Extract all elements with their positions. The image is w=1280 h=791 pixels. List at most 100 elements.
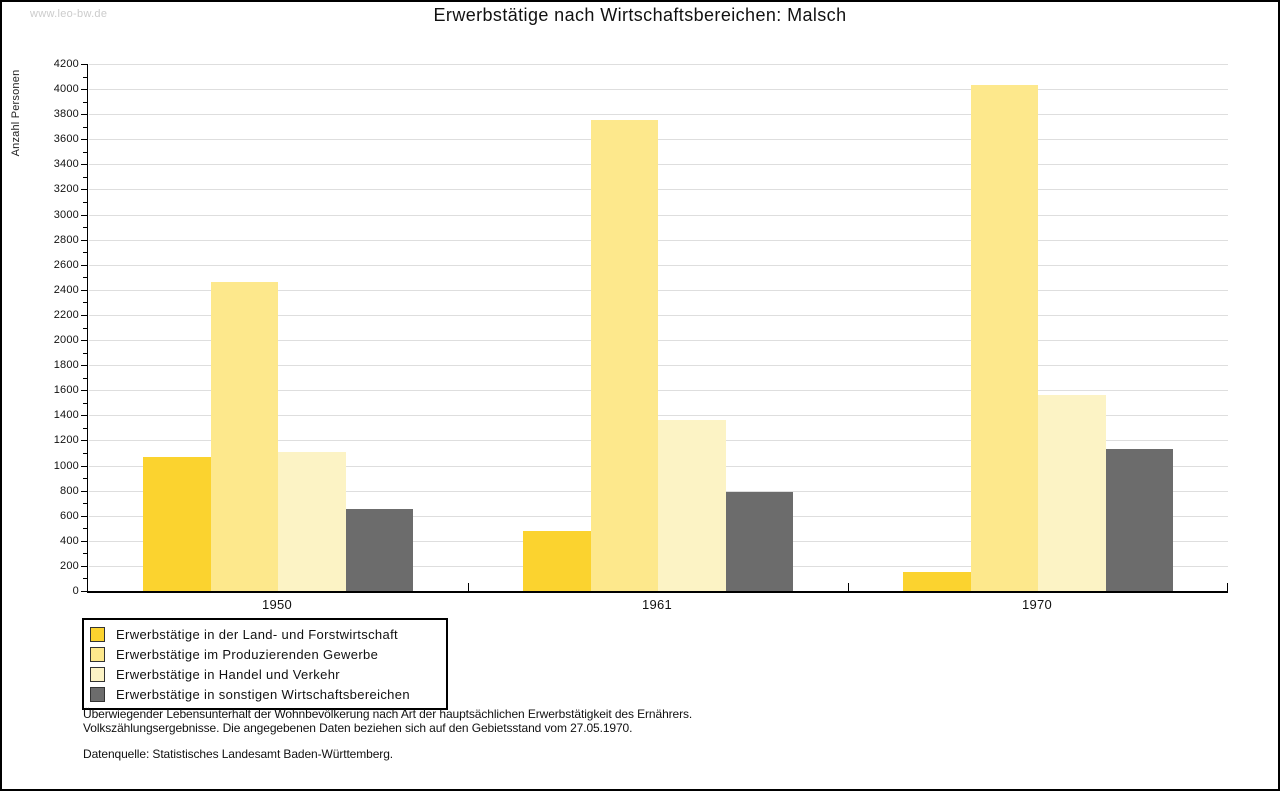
y-axis-minor-tick bbox=[83, 403, 87, 404]
x-axis-tick bbox=[848, 583, 849, 591]
bar-1950-series-3 bbox=[345, 509, 413, 591]
y-axis-major-tick bbox=[81, 64, 87, 65]
y-axis-tick-label: 1800 bbox=[53, 359, 79, 371]
y-axis-tick-label: 1600 bbox=[53, 384, 79, 396]
y-axis-tick-label: 3800 bbox=[53, 108, 79, 120]
gridline bbox=[89, 64, 1228, 65]
y-axis-minor-tick bbox=[83, 503, 87, 504]
gridline bbox=[89, 315, 1228, 316]
bar-1970-series-2 bbox=[1038, 395, 1106, 591]
y-axis-tick-label: 200 bbox=[60, 560, 79, 572]
y-axis-tick-label: 2800 bbox=[53, 234, 79, 246]
y-axis-major-tick bbox=[81, 240, 87, 241]
y-axis-minor-tick bbox=[83, 152, 87, 153]
y-axis-major-tick bbox=[81, 189, 87, 190]
y-axis-tick-label: 600 bbox=[60, 510, 79, 522]
y-axis-major-tick bbox=[81, 265, 87, 266]
y-axis-minor-tick bbox=[83, 478, 87, 479]
y-axis-minor-tick bbox=[83, 453, 87, 454]
y-axis-minor-tick bbox=[83, 227, 87, 228]
gridline bbox=[89, 89, 1228, 90]
gridline bbox=[89, 390, 1228, 391]
y-axis-tick-label: 3200 bbox=[53, 183, 79, 195]
y-axis-tick-label: 1000 bbox=[53, 460, 79, 472]
gridline bbox=[89, 340, 1228, 341]
y-axis-tick-label: 400 bbox=[60, 535, 79, 547]
y-axis-minor-tick bbox=[83, 177, 87, 178]
y-axis-minor-tick bbox=[83, 428, 87, 429]
y-axis-minor-tick bbox=[83, 353, 87, 354]
y-axis-major-tick bbox=[81, 290, 87, 291]
bar-1950-series-0 bbox=[143, 457, 211, 591]
legend-item: Erwerbstätige in sonstigen Wirtschaftsbe… bbox=[90, 684, 442, 704]
y-axis-major-tick bbox=[81, 591, 87, 592]
gridline bbox=[89, 139, 1228, 140]
y-axis-tick-label: 1200 bbox=[53, 434, 79, 446]
gridline bbox=[89, 189, 1228, 190]
legend-label: Erwerbstätige in sonstigen Wirtschaftsbe… bbox=[116, 686, 410, 702]
y-axis-tick-label: 3400 bbox=[53, 158, 79, 170]
gridline bbox=[89, 164, 1228, 165]
y-axis-tick-label: 4000 bbox=[53, 83, 79, 95]
legend-swatch bbox=[90, 626, 105, 642]
y-axis-major-tick bbox=[81, 315, 87, 316]
bar-1961-series-3 bbox=[725, 492, 793, 591]
legend-swatch bbox=[90, 646, 105, 662]
y-axis-tick-label: 3600 bbox=[53, 133, 79, 145]
y-axis-tick-label: 1400 bbox=[53, 409, 79, 421]
y-axis-major-tick bbox=[81, 139, 87, 140]
y-axis-minor-tick bbox=[83, 127, 87, 128]
y-axis-minor-tick bbox=[83, 578, 87, 579]
y-axis-tick-label: 2400 bbox=[53, 284, 79, 296]
x-axis-category-label: 1950 bbox=[261, 597, 293, 612]
y-axis-major-tick bbox=[81, 365, 87, 366]
y-axis-major-tick bbox=[81, 340, 87, 341]
y-axis-tick-label: 4200 bbox=[53, 58, 79, 70]
bar-1961-series-0 bbox=[523, 531, 591, 591]
bar-1950-series-1 bbox=[210, 282, 278, 591]
gridline bbox=[89, 215, 1228, 216]
legend-label: Erwerbstätige in Handel und Verkehr bbox=[116, 666, 340, 682]
y-axis-tick-label: 0 bbox=[72, 585, 79, 597]
x-axis-category-label: 1970 bbox=[1021, 597, 1053, 612]
y-axis-major-tick bbox=[81, 114, 87, 115]
legend-item: Erwerbstätige in der Land- und Forstwirt… bbox=[90, 624, 442, 644]
footnote-source: Datenquelle: Statistisches Landesamt Bad… bbox=[83, 747, 393, 761]
y-axis-major-tick bbox=[81, 541, 87, 542]
gridline bbox=[89, 240, 1228, 241]
bar-1961-series-1 bbox=[590, 120, 658, 591]
y-axis-tick-label: 800 bbox=[60, 485, 79, 497]
footnote-line-2: Volkszählungsergebnisse. Die angegebenen… bbox=[83, 720, 633, 735]
y-axis-major-tick bbox=[81, 566, 87, 567]
gridline bbox=[89, 114, 1228, 115]
y-axis-major-tick bbox=[81, 491, 87, 492]
bar-1950-series-2 bbox=[278, 452, 346, 591]
y-axis-minor-tick bbox=[83, 553, 87, 554]
y-axis-major-tick bbox=[81, 215, 87, 216]
y-axis-tick-label: 2000 bbox=[53, 334, 79, 346]
x-axis-line bbox=[87, 591, 1228, 593]
footnote-line-1: Überwiegender Lebensunterhalt der Wohnbe… bbox=[83, 707, 693, 721]
y-axis-tick-label: 3000 bbox=[53, 209, 79, 221]
x-axis-tick bbox=[468, 583, 469, 591]
y-axis-minor-tick bbox=[83, 528, 87, 529]
plot-area bbox=[87, 64, 1228, 591]
y-axis-tick-label: 2200 bbox=[53, 309, 79, 321]
y-axis-label: Anzahl Personen bbox=[10, 69, 22, 157]
x-axis-tick bbox=[1227, 583, 1228, 591]
bar-1961-series-2 bbox=[658, 420, 726, 591]
y-axis-minor-tick bbox=[83, 102, 87, 103]
y-axis-major-tick bbox=[81, 164, 87, 165]
y-axis-major-tick bbox=[81, 390, 87, 391]
y-axis-major-tick bbox=[81, 89, 87, 90]
y-axis-minor-tick bbox=[83, 378, 87, 379]
y-axis-minor-tick bbox=[83, 77, 87, 78]
y-axis-minor-tick bbox=[83, 202, 87, 203]
x-axis-category-label: 1961 bbox=[641, 597, 673, 612]
gridline bbox=[89, 365, 1228, 366]
legend-swatch bbox=[90, 666, 105, 682]
y-axis-major-tick bbox=[81, 516, 87, 517]
y-axis-minor-tick bbox=[83, 277, 87, 278]
chart-title: Erwerbstätige nach Wirtschaftsbereichen:… bbox=[433, 5, 847, 25]
